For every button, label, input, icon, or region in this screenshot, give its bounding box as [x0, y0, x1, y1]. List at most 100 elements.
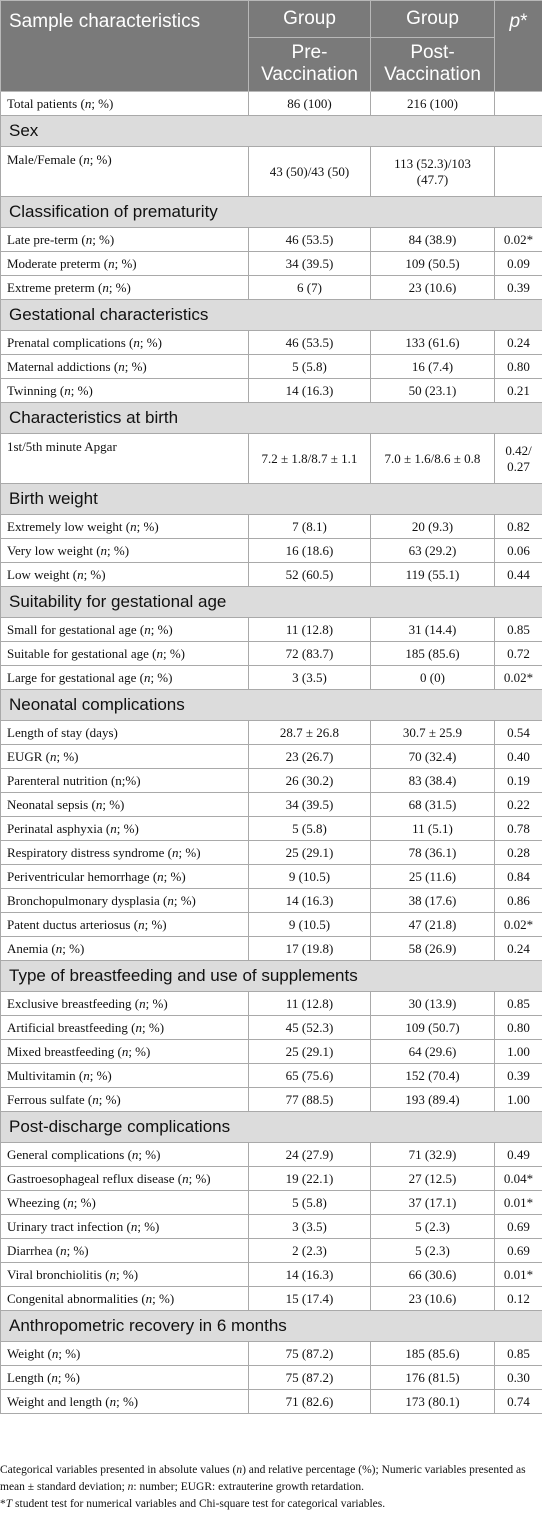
p-value: 0.85 [494, 991, 542, 1016]
row-unit-open: ( [78, 231, 86, 247]
row-label: Extreme preterm (n; %) [0, 275, 249, 300]
post-value: 23 (10.6) [370, 1286, 495, 1311]
row-unit-open: ( [131, 995, 140, 1011]
row-unit-n: n [60, 1242, 67, 1258]
section-header: Birth weight [0, 483, 542, 515]
row-label-text: Suitable for gestational age [7, 645, 149, 661]
post-value: 66 (30.6) [370, 1262, 495, 1287]
pre-value: 14 (16.3) [248, 378, 371, 403]
pre-value: 9 (10.5) [248, 912, 371, 937]
post-value: 70 (32.4) [370, 744, 495, 769]
section-title: Neonatal complications [0, 689, 542, 721]
table-row: Very low weight (n; %) 16 (18.6) 63 (29.2)… [0, 538, 542, 563]
row-unit-n: n [51, 1369, 58, 1385]
row-unit-open: ( [159, 892, 168, 908]
post-value: 152 (70.4) [370, 1063, 495, 1088]
row-label-text: Neonatal sepsis [7, 796, 89, 812]
pre-value: 75 (87.2) [248, 1365, 371, 1390]
pre-value: 19 (22.1) [248, 1166, 371, 1191]
p-value: 0.06 [494, 538, 542, 563]
row-label: Respiratory distress syndrome (n; %) [0, 840, 249, 865]
table-row-total: Total patients (n; %) 86 (100) 216 (100) [0, 91, 542, 116]
footnote-abbreviations: Categorical variables presented in absol… [0, 1462, 540, 1496]
section-header: Anthropometric recovery in 6 months [0, 1310, 542, 1342]
row-label-text: Wheezing [7, 1194, 60, 1210]
row-unit-open: ( [136, 621, 145, 637]
table-row: Periventricular hemorrhage (n; %) 9 (10.5… [0, 864, 542, 889]
p-value-line1: 0.42/ [505, 442, 532, 458]
pre-value: 43 (50)/43 (50) [248, 146, 371, 197]
row-label: Moderate preterm (n; %) [0, 251, 249, 276]
row-unit-n: n [182, 1170, 189, 1186]
p-value: 0.39 [494, 1063, 542, 1088]
p-value [494, 91, 542, 116]
p-value: 0.12 [494, 1286, 542, 1311]
row-label-text: Mixed breastfeeding [7, 1043, 115, 1059]
section-header: Gestational characteristics [0, 299, 542, 331]
row-label-text: Extremely low weight [7, 518, 123, 534]
row-label: Periventricular hemorrhage (n; %) [0, 864, 249, 889]
table-row: Bronchopulmonary dysplasia (n; %) 14 (16.… [0, 888, 542, 913]
p-value: 0.80 [494, 1015, 542, 1040]
p-value: 0.85 [494, 617, 542, 642]
row-unit-n: n [144, 621, 151, 637]
section-title: Post-discharge complications [0, 1111, 542, 1143]
pre-value: 28.7 ± 26.8 [248, 720, 371, 745]
row-unit-suffix: ; %) [116, 820, 139, 836]
pre-value: 3 (3.5) [248, 665, 371, 690]
section-header: Neonatal complications [0, 689, 542, 721]
row-label: Perinatal asphyxia (n; %) [0, 816, 249, 841]
row-unit-suffix: ; %) [108, 279, 131, 295]
table-row: Male/Female (n; %) 43 (50)/43 (50) 113 (52… [0, 146, 542, 197]
row-unit-open: ( [42, 748, 50, 764]
p-value-line2: 0.27 [507, 458, 530, 474]
p-value: 0.80 [494, 354, 542, 379]
header-post-line1: Post- [410, 42, 455, 63]
row-label-text: Moderate preterm [7, 255, 101, 271]
p-value: 0.21 [494, 378, 542, 403]
row-unit-suffix: ; %) [89, 152, 112, 167]
post-value-line2: (47.7) [416, 171, 449, 187]
row-label-text: Diarrhea [7, 1242, 53, 1258]
row-unit-open: ( [84, 1091, 93, 1107]
p-value: 0.84 [494, 864, 542, 889]
row-unit-suffix: ; %) [89, 1067, 112, 1083]
post-value: 133 (61.6) [370, 330, 495, 355]
table-row: Exclusive breastfeeding (n; %) 11 (12.8) 3… [0, 991, 542, 1016]
table-row: Respiratory distress syndrome (n; %) 25 (… [0, 840, 542, 865]
header-p-letter: p [509, 11, 521, 32]
row-unit-n: n [138, 916, 145, 932]
pre-value: 72 (83.7) [248, 641, 371, 666]
row-unit-n: n [51, 1345, 59, 1361]
row-label: Mixed breastfeeding (n; %) [0, 1039, 249, 1064]
row-unit-n: n [172, 844, 179, 860]
row-unit-n: n [130, 1218, 138, 1234]
p-value: 0.40 [494, 744, 542, 769]
post-value: 30.7 ± 25.9 [370, 720, 495, 745]
table-row: Length of stay (days) 28.7 ± 26.8 30.7 ± 2… [0, 720, 542, 745]
row-label-text: Bronchopulmonary dysplasia [7, 892, 160, 908]
row-unit-open: ( [59, 1194, 68, 1210]
row-label-text: EUGR [7, 748, 43, 764]
row-unit-n: n [131, 1146, 139, 1162]
row-label: Length (n; %) [0, 1365, 249, 1390]
post-value: 25 (11.6) [370, 864, 495, 889]
pre-value: 2 (2.3) [248, 1238, 371, 1263]
post-value: 176 (81.5) [370, 1365, 495, 1390]
table-row: Parenteral nutrition (n;%) 26 (30.2) 83 (3… [0, 768, 542, 793]
header-p-value: p* [494, 0, 542, 92]
row-unit-suffix: ; %) [150, 669, 173, 685]
row-label-text: 1st/5th minute Apgar [7, 439, 117, 454]
table-row: Small for gestational age (n; %) 11 (12.8… [0, 617, 542, 642]
row-unit-open: ( [52, 1242, 61, 1258]
post-value: 216 (100) [370, 91, 495, 116]
row-unit-open: ( [164, 844, 173, 860]
row-label: Twinning (n; %) [0, 378, 249, 403]
pre-value: 11 (12.8) [248, 991, 371, 1016]
post-value: 27 (12.5) [370, 1166, 495, 1191]
row-label: Anemia (n; %) [0, 936, 249, 961]
row-unit-open: ( [102, 1393, 110, 1409]
footnote-text-b: ) and relative percentage (%); Numeric v… [0, 1464, 526, 1493]
row-unit-suffix: ; %) [188, 1170, 211, 1186]
row-label-text: Viral bronchiolitis [7, 1266, 102, 1282]
